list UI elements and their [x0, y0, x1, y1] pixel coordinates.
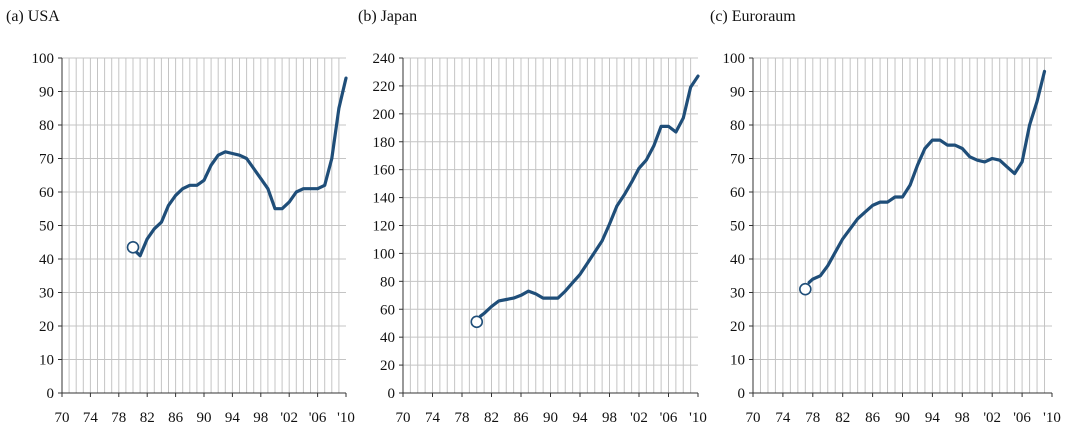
x-tick-label-usa: 94 [225, 410, 241, 426]
y-tick-label-usa: 40 [39, 252, 54, 268]
x-tick-label-japan: 82 [484, 410, 499, 426]
y-tick-label-euroraum: 100 [723, 51, 746, 67]
x-tick-label-euroraum: '02 [983, 410, 1001, 426]
x-tick-label-euroraum: 82 [835, 410, 850, 426]
x-tick-label-japan: '02 [630, 410, 648, 426]
y-tick-label-euroraum: 30 [730, 286, 745, 302]
x-tick-label-japan: 78 [455, 410, 470, 426]
series-line-euroraum [807, 69, 1047, 284]
y-tick-label-usa: 30 [39, 286, 54, 302]
x-tick-label-euroraum: 94 [925, 410, 941, 426]
x-tick-label-usa: 78 [111, 410, 126, 426]
x-tick-label-usa: 74 [83, 410, 99, 426]
x-tick-label-japan: 98 [602, 410, 617, 426]
y-tick-label-japan: 120 [373, 219, 396, 235]
y-tick-label-japan: 20 [380, 358, 395, 374]
y-tick-label-usa: 10 [39, 353, 54, 369]
x-tick-label-euroraum: '10 [1043, 410, 1061, 426]
y-tick-label-euroraum: 70 [730, 152, 745, 168]
y-tick-label-euroraum: 40 [730, 252, 745, 268]
x-tick-label-euroraum: 98 [955, 410, 970, 426]
y-tick-label-usa: 80 [39, 118, 54, 134]
y-tick-label-japan: 80 [380, 274, 395, 290]
y-tick-label-japan: 180 [373, 135, 396, 151]
x-tick-label-euroraum: 70 [746, 410, 761, 426]
y-tick-label-japan: 240 [373, 51, 396, 67]
x-tick-label-usa: 86 [168, 410, 184, 426]
x-tick-label-usa: 90 [197, 410, 212, 426]
x-tick-label-usa: '06 [309, 410, 327, 426]
x-tick-label-euroraum: 78 [805, 410, 820, 426]
y-tick-label-usa: 50 [39, 219, 54, 235]
y-tick-label-euroraum: 90 [730, 85, 745, 101]
x-tick-label-japan: 94 [573, 410, 589, 426]
y-tick-label-usa: 70 [39, 152, 54, 168]
y-tick-label-usa: 90 [39, 85, 54, 101]
x-tick-label-euroraum: 86 [865, 410, 881, 426]
y-tick-label-japan: 160 [373, 163, 396, 179]
y-tick-label-euroraum: 50 [730, 219, 745, 235]
y-tick-label-japan: 60 [380, 302, 395, 318]
x-tick-label-euroraum: 74 [775, 410, 791, 426]
series-line-japan [478, 74, 700, 318]
y-tick-label-euroraum: 80 [730, 118, 745, 134]
x-tick-label-japan: '10 [689, 410, 707, 426]
x-tick-label-euroraum: 90 [895, 410, 910, 426]
chart-title-usa: (a) USA [6, 8, 60, 25]
y-tick-label-japan: 140 [373, 191, 396, 207]
y-tick-label-japan: 0 [388, 386, 396, 402]
x-tick-label-japan: '06 [660, 410, 678, 426]
x-tick-label-japan: 86 [514, 410, 530, 426]
y-tick-label-euroraum: 0 [738, 386, 746, 402]
x-tick-label-usa: 70 [55, 410, 70, 426]
series-line-usa [135, 76, 348, 258]
y-tick-label-euroraum: 10 [730, 353, 745, 369]
x-tick-label-usa: '02 [280, 410, 298, 426]
y-tick-label-japan: 200 [373, 107, 396, 123]
start-marker-japan [470, 315, 484, 329]
x-tick-label-usa: '10 [337, 410, 355, 426]
x-tick-label-japan: 70 [396, 410, 411, 426]
start-marker-usa [126, 240, 140, 254]
x-tick-label-japan: 90 [543, 410, 558, 426]
x-tick-label-euroraum: '06 [1013, 410, 1031, 426]
chart-title-euroraum: (c) Euroraum [710, 8, 796, 25]
y-tick-label-japan: 40 [380, 330, 395, 346]
y-tick-label-usa: 60 [39, 185, 54, 201]
y-tick-label-japan: 100 [373, 246, 396, 262]
y-tick-label-usa: 20 [39, 319, 54, 335]
y-tick-label-euroraum: 60 [730, 185, 745, 201]
chart-title-japan: (b) Japan [358, 8, 418, 25]
y-tick-label-usa: 0 [47, 386, 55, 402]
y-tick-label-usa: 100 [32, 51, 55, 67]
x-tick-label-japan: 74 [425, 410, 441, 426]
x-tick-label-usa: 82 [140, 410, 155, 426]
y-tick-label-japan: 220 [373, 79, 396, 95]
start-marker-euroraum [799, 282, 812, 296]
y-tick-label-euroraum: 20 [730, 319, 745, 335]
x-tick-label-usa: 98 [253, 410, 268, 426]
